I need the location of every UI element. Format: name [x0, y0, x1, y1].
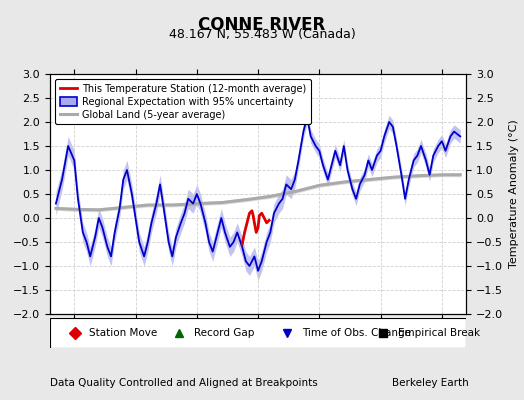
Legend: This Temperature Station (12-month average), Regional Expectation with 95% uncer: This Temperature Station (12-month avera…: [54, 79, 311, 124]
Text: Empirical Break: Empirical Break: [398, 328, 480, 338]
Text: Station Move: Station Move: [90, 328, 158, 338]
Y-axis label: Temperature Anomaly (°C): Temperature Anomaly (°C): [509, 120, 519, 268]
Text: Data Quality Controlled and Aligned at Breakpoints: Data Quality Controlled and Aligned at B…: [50, 378, 318, 388]
Text: Time of Obs. Change: Time of Obs. Change: [302, 328, 411, 338]
Text: 48.167 N, 55.483 W (Canada): 48.167 N, 55.483 W (Canada): [169, 28, 355, 41]
Text: Berkeley Earth: Berkeley Earth: [392, 378, 469, 388]
Text: Record Gap: Record Gap: [193, 328, 254, 338]
Text: CONNE RIVER: CONNE RIVER: [199, 16, 325, 34]
